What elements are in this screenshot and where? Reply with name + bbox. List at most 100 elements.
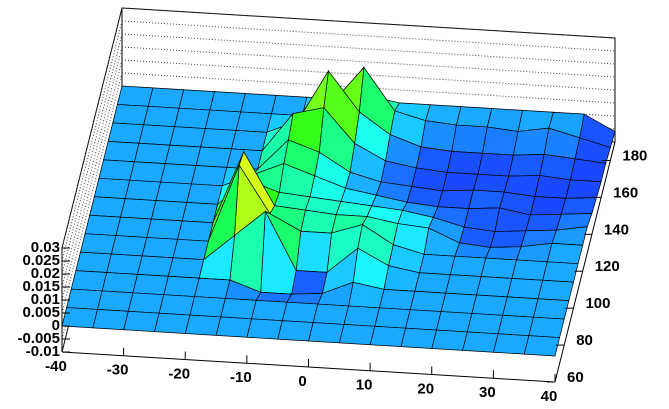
surface-cell (220, 298, 257, 320)
surface-cell (133, 142, 171, 164)
surface-cell (137, 255, 174, 277)
surface-cell (414, 272, 451, 294)
surface-cell (177, 220, 214, 242)
surface-cell (107, 122, 145, 144)
surface-cell (475, 276, 513, 298)
surface-cell (124, 179, 161, 201)
surface-cell (546, 242, 584, 265)
surface-cell (542, 261, 579, 283)
surface-cell (147, 87, 185, 109)
surface-cell (143, 105, 180, 128)
surface-cell (204, 109, 242, 131)
surface-cell (116, 85, 154, 107)
surface-cell (123, 310, 160, 332)
surface-cell (480, 257, 517, 279)
z-tick-label: 0.025 (22, 252, 60, 269)
surface-cell (150, 200, 188, 222)
grid-line (61, 72, 123, 314)
surface-cell (405, 309, 442, 331)
surface-cell (158, 294, 195, 316)
surface-cell (200, 128, 237, 150)
surface-cell (300, 209, 337, 234)
surface-cell (446, 150, 483, 175)
y-tick-label: 120 (595, 258, 620, 275)
surface-cell (246, 318, 283, 340)
surface-cell (215, 316, 252, 338)
surface-cell (184, 314, 222, 336)
surface-cell (163, 275, 200, 297)
surface-cell (277, 320, 314, 342)
surface-cell (112, 104, 149, 126)
y-tick-label: 180 (622, 147, 647, 164)
surface-cell (209, 91, 246, 113)
surface-cell (96, 290, 134, 312)
surface-cell (338, 324, 376, 346)
surface-cell (451, 124, 488, 154)
surface-cell (103, 141, 140, 163)
x-tick-label: 20 (417, 380, 434, 397)
grid-line (121, 46, 616, 78)
surface-cell (442, 172, 479, 192)
surface-cell (497, 314, 534, 337)
surface-cell (508, 154, 545, 177)
surface-cell (194, 277, 231, 299)
surface-cell (529, 196, 567, 216)
surface-cell (172, 238, 209, 261)
y-tick-label: 60 (567, 369, 584, 386)
surface-cell (431, 329, 468, 351)
grid-line (121, 20, 616, 52)
surface-cell (455, 106, 493, 128)
surface-cell (89, 196, 126, 218)
surface-cell (240, 93, 277, 115)
grid-line (121, 33, 616, 65)
surface-cell (141, 237, 178, 259)
surface-cell (120, 198, 157, 220)
surface-cell (190, 165, 228, 187)
surface-cell (420, 120, 457, 152)
z-tick-label: 0.015 (22, 278, 60, 295)
surface-cell (138, 124, 175, 146)
surface-cell (101, 272, 138, 294)
surface-cell (173, 107, 211, 129)
surface-cell (295, 230, 332, 273)
surface-cell (440, 292, 477, 314)
y-tick-label: 140 (604, 221, 629, 238)
x-tick-label: -20 (168, 365, 190, 382)
surface-cell (400, 327, 437, 349)
surface-cell (235, 111, 272, 133)
z-tick-label: -0.005 (17, 330, 60, 347)
surface-cell (167, 257, 205, 279)
surface-cell (132, 273, 169, 296)
surface-cell (374, 307, 411, 329)
surface-cell (75, 251, 112, 273)
surface-cell (560, 197, 598, 215)
surface-cell (61, 307, 98, 329)
surface-cell (537, 279, 574, 301)
surface-cell (418, 253, 456, 276)
surface-cell (511, 259, 548, 281)
surface-cell (489, 230, 527, 248)
y-tick-label: 100 (585, 295, 610, 312)
surface-cell (472, 173, 510, 193)
surface-cell (506, 278, 544, 300)
x-tick-label: 30 (479, 384, 496, 401)
surface-cell (110, 235, 148, 257)
surface-cell (98, 159, 135, 181)
surface-cell (129, 161, 166, 183)
surface-cell (160, 163, 197, 185)
surface-cell (462, 331, 499, 353)
surface-cell (471, 294, 508, 316)
surface-cell (308, 322, 345, 344)
surface-cell (84, 214, 121, 236)
surface-cell (512, 127, 550, 156)
surface-cell (153, 312, 191, 334)
surface-cell (195, 146, 232, 168)
surface-cell (92, 309, 129, 331)
surface-cell (291, 270, 328, 295)
surface-cell (468, 189, 505, 209)
grid-line (61, 20, 123, 262)
x-tick-label: -40 (45, 358, 67, 375)
surface-cell (525, 213, 562, 232)
surface-cell (164, 144, 202, 166)
